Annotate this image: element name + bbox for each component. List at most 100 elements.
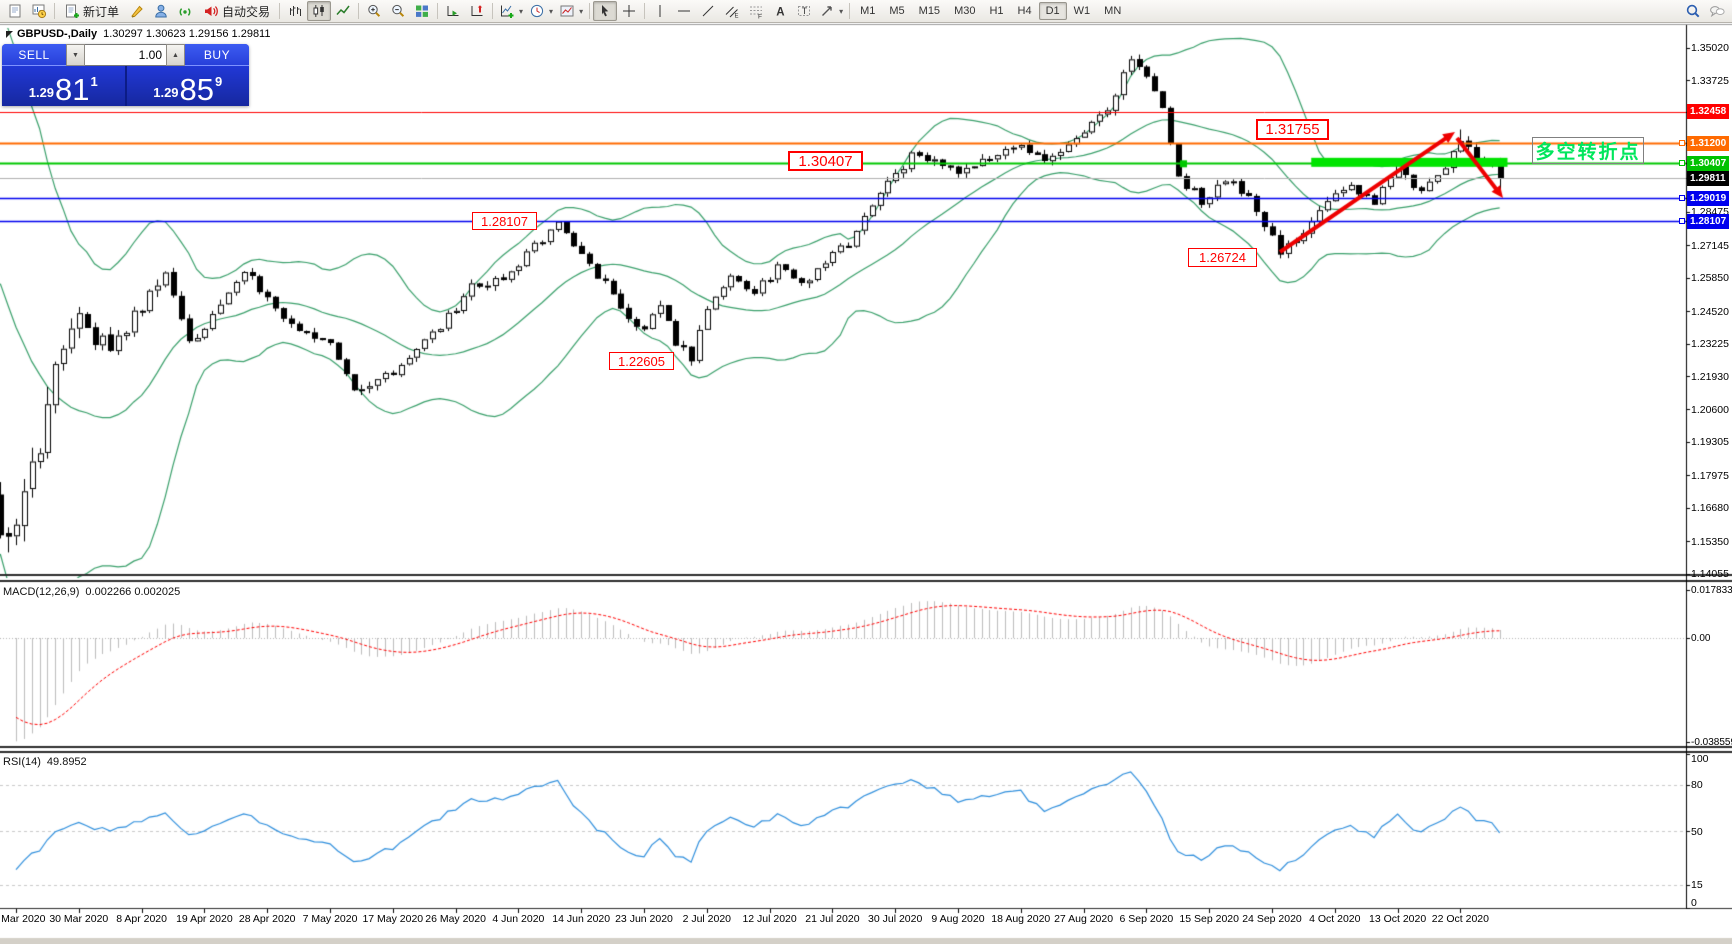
new-order-button[interactable]: 新订单 — [58, 1, 125, 21]
sell-price[interactable]: 1.29 81 1 — [2, 66, 125, 106]
toolbar-separator — [358, 3, 360, 19]
price-tag: 1.29019 — [1679, 190, 1730, 206]
trendline-tool-button[interactable] — [696, 1, 720, 21]
price-annotation[interactable]: 1.26724 — [1188, 248, 1257, 267]
dropdown-caret-icon: ▾ — [519, 6, 524, 16]
sell-price-big: 81 — [55, 71, 90, 106]
volume-decrease-button[interactable]: ▼ — [66, 44, 85, 66]
equidistant-channel-tool-button[interactable]: E — [720, 1, 744, 21]
main-toolbar: 新订单 自动交易 ▾ ▾ ▾ E F A T ▾ M1 M5 M15 M30 H1 H4 D… — [0, 0, 1732, 23]
price-tag-value: 1.30407 — [1690, 157, 1727, 169]
timeframe-M30[interactable]: M30 — [954, 5, 976, 17]
price-annotation[interactable]: 1.31755 — [1256, 119, 1329, 140]
date-axis-tick: 2 Jul 2020 — [682, 913, 732, 925]
macd-axis-tick: -0.038559 — [1691, 736, 1732, 748]
rsi-axis-tick: 80 — [1691, 779, 1703, 792]
new-chart-button[interactable] — [3, 1, 27, 21]
community-button[interactable] — [149, 1, 173, 21]
price-tag: 1.29811 — [1687, 170, 1729, 186]
timeframe-M15[interactable]: M15 — [918, 5, 941, 17]
rsi-name: RSI(14) — [3, 756, 41, 768]
timeframe-H4[interactable]: H4 — [1017, 5, 1032, 17]
metaeditor-button[interactable] — [125, 1, 149, 21]
price-axis-tick: 1.33725 — [1691, 74, 1729, 87]
rsi-value: 49.8952 — [46, 756, 87, 768]
horizontal-line-tool-button[interactable] — [672, 1, 696, 21]
chat-button[interactable] — [1705, 1, 1729, 21]
price-tag-value: 1.32458 — [1690, 106, 1727, 118]
timeframe-group: M1 M5 M15 M30 H1 H4 D1 W1 MN — [853, 2, 1128, 20]
timeframe-MN[interactable]: MN — [1104, 5, 1122, 17]
sell-button[interactable]: SELL — [2, 44, 66, 66]
templates-button[interactable]: ▾ — [556, 1, 586, 21]
date-axis-tick: 4 Jun 2020 — [492, 913, 545, 925]
text-tool-button[interactable]: A — [768, 1, 792, 21]
date-axis-tick: 24 Sep 2020 — [1242, 913, 1302, 925]
price-axis-tick: 1.15350 — [1691, 535, 1729, 548]
fibonacci-tool-button[interactable]: F — [744, 1, 768, 21]
macd-label: MACD(12,26,9) 0.002266 0.002025 — [3, 586, 180, 598]
candlestick-mode-button[interactable] — [307, 1, 332, 21]
dropdown-caret-icon: ▾ — [579, 6, 584, 16]
date-axis-tick: 15 Sep 2020 — [1179, 913, 1239, 925]
volume-increase-button[interactable]: ▲ — [166, 44, 185, 66]
timeframe-W1[interactable]: W1 — [1073, 5, 1091, 17]
arrows-tool-button[interactable]: ▾ — [816, 1, 846, 21]
signals-button[interactable] — [173, 1, 197, 21]
vertical-line-tool-button[interactable] — [648, 1, 672, 21]
line-chart-mode-button[interactable] — [331, 1, 355, 21]
buy-button[interactable]: BUY — [185, 44, 249, 66]
line-handle-icon — [1679, 194, 1685, 201]
text-label-tool-button[interactable]: T — [792, 1, 816, 21]
date-axis-tick: 30 Jul 2020 — [868, 913, 923, 925]
price-axis-tick: 1.17975 — [1691, 469, 1729, 482]
buy-price-sup: 9 — [215, 74, 223, 89]
toolbar-separator — [437, 3, 439, 19]
profiles-button[interactable] — [27, 1, 51, 21]
buy-price[interactable]: 1.29 85 9 — [127, 66, 250, 106]
date-axis-tick: 7 May 2020 — [302, 913, 358, 925]
ohlc-values: 1.30297 1.30623 1.29156 1.29811 — [103, 28, 271, 40]
tile-windows-button[interactable] — [410, 1, 434, 21]
toolbar-separator — [54, 3, 55, 19]
price-annotation[interactable]: 1.28107 — [472, 212, 537, 230]
search-button[interactable] — [1681, 1, 1705, 21]
symbol-name: GBPUSD-,Daily — [17, 28, 98, 40]
rsi-label: RSI(14) 49.8952 — [3, 756, 87, 768]
timeframe-M5[interactable]: M5 — [889, 5, 905, 17]
timeframe-M1[interactable]: M1 — [860, 5, 876, 17]
macd-values: 0.002266 0.002025 — [85, 586, 181, 598]
svg-text:A: A — [776, 7, 784, 19]
date-axis-tick: 28 Apr 2020 — [238, 913, 296, 925]
price-axis-tick: 1.24520 — [1691, 305, 1729, 318]
price-tag-value: 1.29019 — [1690, 192, 1727, 204]
buy-price-big: 85 — [179, 71, 215, 106]
autotrading-label: 自动交易 — [222, 4, 271, 19]
sell-price-prefix: 1.29 — [28, 85, 55, 100]
line-handle-icon — [1679, 139, 1685, 146]
price-annotation[interactable]: 1.22605 — [609, 352, 674, 370]
timeframe-D1[interactable]: D1 — [1038, 2, 1067, 20]
periods-button[interactable]: ▾ — [526, 1, 556, 21]
timeframe-H1[interactable]: H1 — [989, 5, 1004, 17]
date-axis-tick: 26 May 2020 — [425, 913, 486, 925]
zoom-in-button[interactable] — [362, 1, 386, 21]
buy-price-prefix: 1.29 — [153, 85, 179, 100]
indicators-button[interactable]: ▾ — [496, 1, 526, 21]
cursor-tool-button[interactable] — [593, 1, 618, 21]
bar-chart-mode-button[interactable] — [283, 1, 307, 21]
chart-shift-button[interactable] — [465, 1, 489, 21]
toolbar-separator — [492, 3, 494, 19]
autotrading-button[interactable]: 自动交易 — [197, 1, 276, 21]
volume-input[interactable] — [85, 44, 166, 66]
toolbar-separator — [279, 3, 281, 19]
price-axis-tick: 1.25850 — [1691, 272, 1729, 285]
auto-scroll-button[interactable] — [441, 1, 465, 21]
dropdown-caret-icon: ▾ — [549, 6, 554, 16]
crosshair-tool-button[interactable] — [617, 1, 641, 21]
macd-name: MACD(12,26,9) — [3, 586, 80, 598]
zoom-out-button[interactable] — [386, 1, 410, 21]
note-box[interactable]: 多空转折点 — [1532, 137, 1644, 164]
price-annotation[interactable]: 1.30407 — [788, 151, 863, 171]
